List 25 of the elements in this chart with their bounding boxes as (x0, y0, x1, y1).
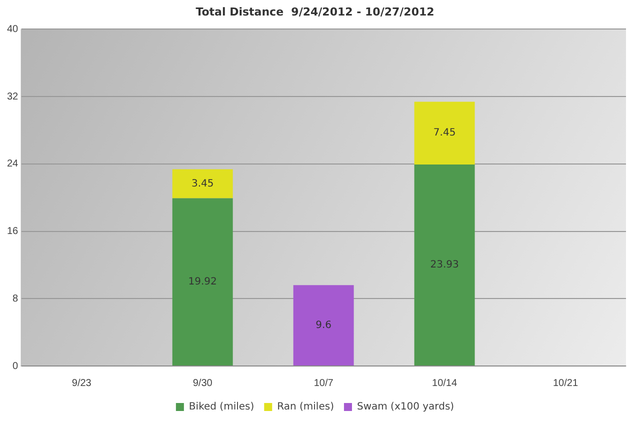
y-tick-label: 40 (7, 24, 19, 35)
bar (293, 285, 354, 366)
x-tick-label: 10/7 (314, 378, 334, 389)
data-label: 23.93 (430, 260, 459, 271)
legend-label: Biked (miles) (188, 402, 254, 413)
data-label: 9.6 (316, 320, 332, 331)
x-tick-label: 9/23 (72, 378, 92, 389)
x-tick-label: 10/21 (552, 378, 578, 389)
y-tick-label: 16 (7, 226, 19, 238)
bar (414, 164, 475, 366)
y-tick-label: 8 (12, 293, 19, 304)
legend-label: Ran (miles) (277, 402, 334, 413)
y-tick-label: 0 (12, 360, 19, 372)
bar (172, 169, 233, 198)
data-label: 3.45 (191, 178, 214, 190)
data-label: 19.92 (188, 276, 217, 288)
data-label: 7.45 (433, 128, 456, 139)
chart-title: Total Distance 9/24/2012 - 10/27/2012 (196, 5, 434, 18)
bar (172, 198, 233, 366)
bar (414, 102, 475, 165)
x-tick-label: 9/30 (192, 378, 213, 389)
y-tick-label: 32 (7, 91, 19, 102)
y-tick-label: 24 (7, 158, 19, 170)
x-tick-label: 10/14 (432, 378, 458, 389)
legend-label: Swam (x100 yards) (356, 402, 454, 413)
